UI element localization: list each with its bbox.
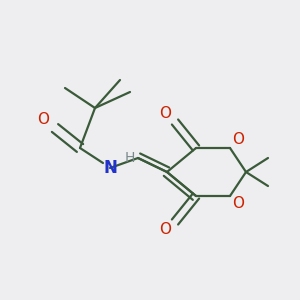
Text: O: O [37,112,49,128]
Text: O: O [159,106,171,122]
Text: H: H [125,151,135,165]
Text: O: O [159,223,171,238]
Text: O: O [232,196,244,211]
Text: O: O [232,133,244,148]
Text: N: N [103,159,117,177]
